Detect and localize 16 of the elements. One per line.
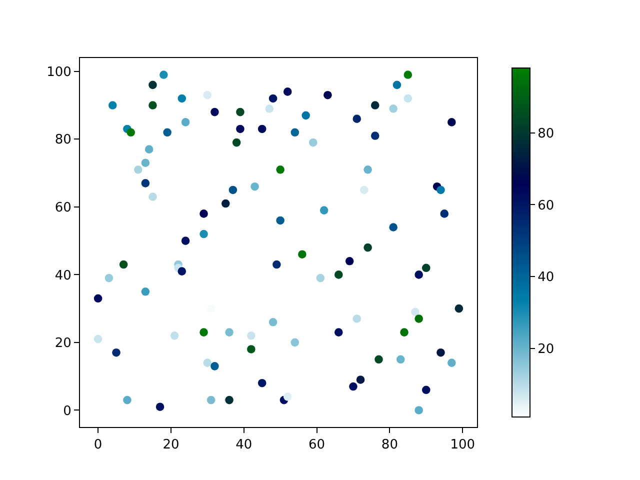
x-tick-label: 60 (308, 438, 326, 453)
y-tick-label: 100 (46, 64, 72, 80)
y-tick-label: 0 (63, 404, 72, 419)
y-tick-label: 40 (54, 268, 72, 284)
x-tick-label: 20 (162, 438, 180, 453)
x-tick-label: 40 (236, 438, 252, 453)
x-tick-label: 0 (94, 438, 102, 453)
y-tick-label: 80 (54, 132, 72, 148)
color-bar-label: 60 (538, 198, 554, 214)
color-bar-label: 20 (538, 342, 554, 358)
x-tick-label: 100 (450, 438, 476, 453)
x-tick-label: 80 (381, 438, 398, 453)
y-tick-label: 60 (54, 200, 72, 216)
color-bar-label: 40 (538, 270, 554, 286)
color-bar-label: 80 (538, 126, 554, 142)
y-tick-label: 20 (54, 336, 72, 352)
